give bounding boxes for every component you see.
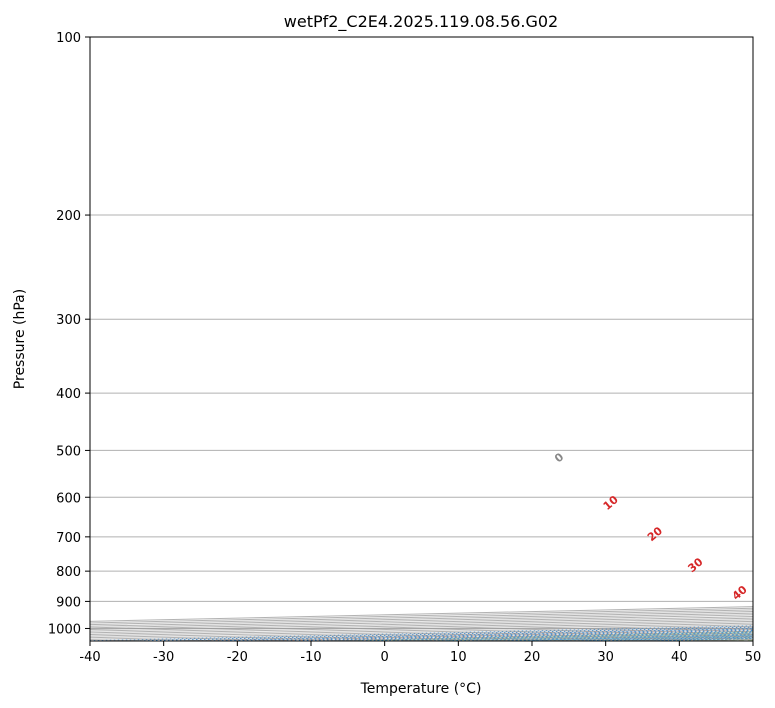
x-tick-label: 40	[671, 650, 688, 665]
y-tick-label: 800	[56, 565, 81, 580]
y-tick-label: 500	[56, 444, 81, 459]
x-tick-label: -30	[153, 650, 174, 665]
y-tick-label: 900	[56, 595, 81, 610]
x-tick-label: 0	[381, 650, 389, 665]
x-tick-label: -40	[79, 650, 100, 665]
x-tick-label: -20	[227, 650, 248, 665]
x-tick-label: 50	[745, 650, 762, 665]
y-tick-label: 200	[56, 209, 81, 224]
x-tick-label: -10	[300, 650, 321, 665]
plot-frame	[89, 36, 754, 642]
y-tick-label: 1000	[48, 622, 81, 637]
background-lines	[90, 37, 753, 641]
y-tick-label: 100	[56, 31, 81, 46]
y-tick-label: 600	[56, 491, 81, 506]
chart-title: wetPf2_C2E4.2025.119.08.56.G02	[284, 12, 558, 32]
x-axis-label: Temperature (°C)	[360, 681, 482, 697]
x-tick-label: 20	[524, 650, 541, 665]
y-axis-label: Pressure (hPa)	[12, 289, 28, 389]
axes: -40 -30 -20 -10 0 10 20 30 40 50 100 200 300 400 500 60…	[48, 31, 761, 665]
y-tick-label: 300	[56, 313, 81, 328]
y-tick-label: 700	[56, 531, 81, 546]
x-tick-label: 10	[450, 650, 467, 665]
x-tick-label: 30	[597, 650, 614, 665]
y-tick-label: 400	[56, 387, 81, 402]
